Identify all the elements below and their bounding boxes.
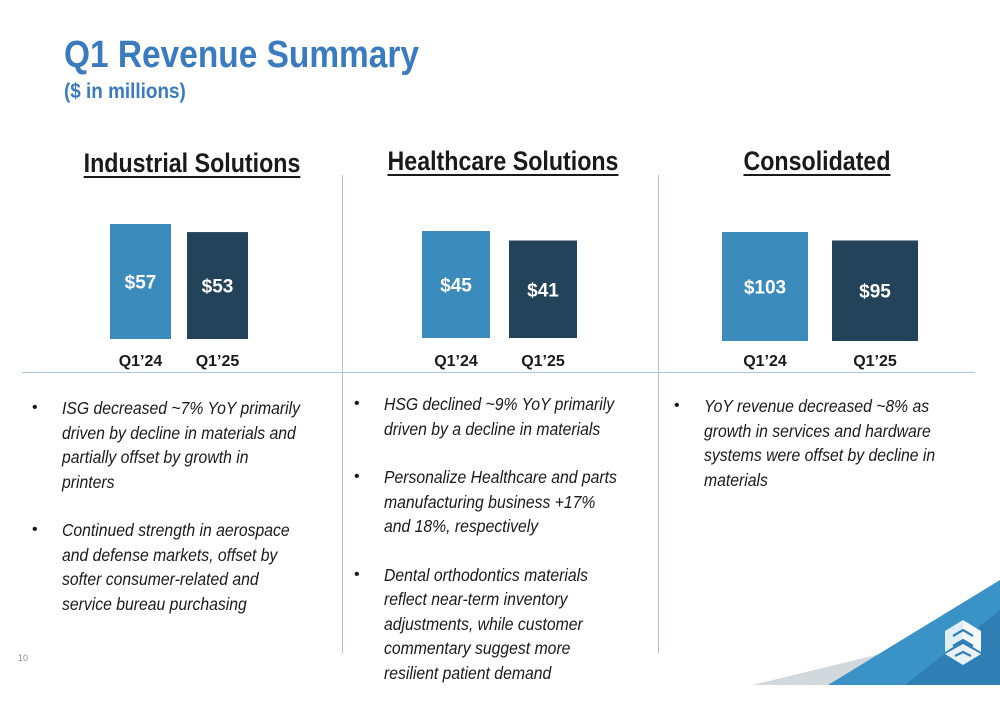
x-tick-label: Q1’25 bbox=[521, 353, 565, 370]
corner-decoration bbox=[752, 580, 1000, 685]
bar-value-label: $45 bbox=[440, 276, 472, 297]
bar-q1-25 bbox=[187, 232, 248, 339]
bullet-item: HSG declined ~9% YoY primarily driven by… bbox=[352, 392, 652, 441]
bar-q1-24 bbox=[110, 224, 171, 339]
x-tick-label: Q1’25 bbox=[853, 353, 897, 370]
page-number: 10 bbox=[18, 653, 29, 663]
bar-value-label: $53 bbox=[202, 277, 234, 298]
bar-q1-24 bbox=[722, 232, 808, 341]
bar-value-label: $41 bbox=[527, 280, 559, 301]
panel-divider-right bbox=[658, 175, 659, 653]
bar-value-label: $103 bbox=[744, 278, 786, 299]
revenue-bar-charts: $57 Q1’24 $53 Q1’25 $45 Q1’24 $41 Q1’25 $103 Q1’2… bbox=[110, 224, 918, 370]
bullet-item: Continued strength in aerospace and defe… bbox=[30, 518, 330, 616]
panel-divider-left bbox=[342, 175, 343, 653]
panel-title-consolidated: Consolidated bbox=[743, 146, 891, 176]
bar-value-label: $57 bbox=[125, 273, 157, 294]
healthcare-bullet-list: HSG declined ~9% YoY primarily driven by… bbox=[352, 392, 652, 709]
bullet-item: Personalize Healthcare and parts manufac… bbox=[352, 465, 652, 539]
bar-q1-25 bbox=[832, 240, 918, 341]
x-tick-label: Q1’24 bbox=[119, 353, 163, 370]
bullet-item: Dental orthodontics materials reflect ne… bbox=[352, 563, 652, 686]
bar-value-label: $95 bbox=[859, 282, 891, 303]
x-tick-label: Q1’24 bbox=[743, 353, 787, 370]
page-title: Q1 Revenue Summary bbox=[64, 34, 419, 76]
consolidated-bullet-list: YoY revenue decreased ~8% as growth in s… bbox=[672, 394, 962, 516]
bar-q1-25 bbox=[509, 240, 577, 338]
x-tick-label: Q1’24 bbox=[434, 353, 478, 370]
page-subtitle: ($ in millions) bbox=[64, 80, 186, 103]
panel-title-industrial: Industrial Solutions bbox=[83, 148, 301, 178]
bullet-item: YoY revenue decreased ~8% as growth in s… bbox=[672, 394, 962, 492]
industrial-bullet-list: ISG decreased ~7% YoY primarily driven b… bbox=[30, 396, 330, 640]
bar-q1-24 bbox=[422, 231, 490, 338]
bullet-item: ISG decreased ~7% YoY primarily driven b… bbox=[30, 396, 330, 494]
3d-systems-logo-icon bbox=[945, 620, 981, 665]
chart-baseline-divider bbox=[22, 372, 975, 373]
panel-title-healthcare: Healthcare Solutions bbox=[387, 146, 619, 176]
x-tick-label: Q1’25 bbox=[196, 353, 240, 370]
